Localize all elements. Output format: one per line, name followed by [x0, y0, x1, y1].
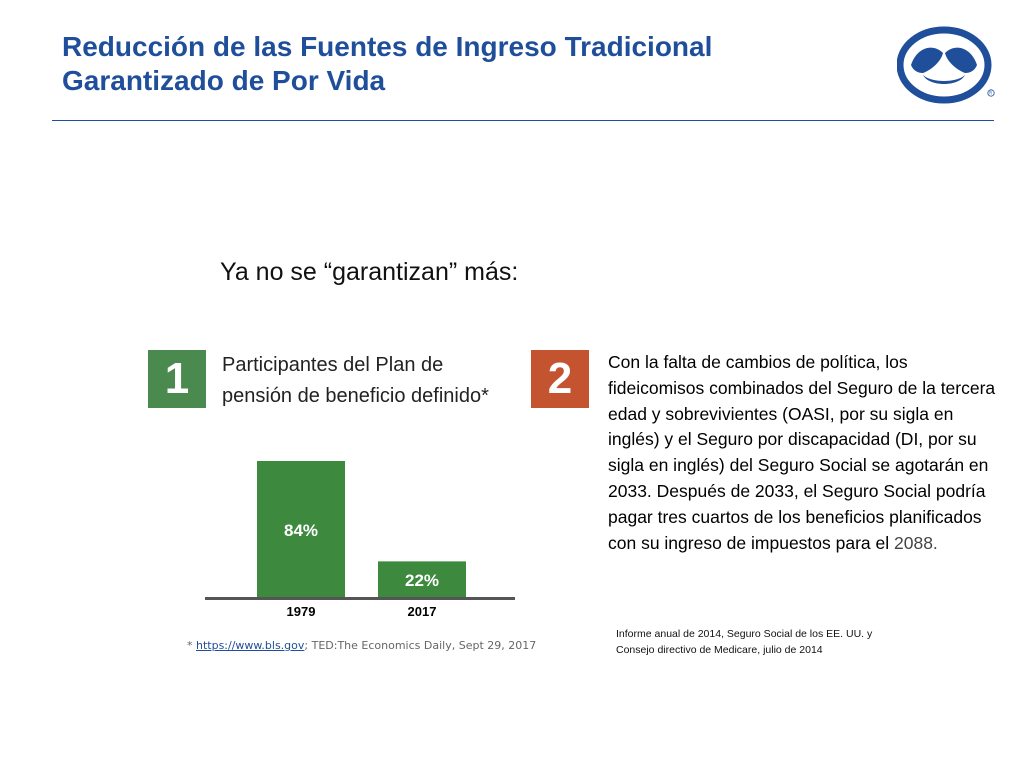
title-line-1: Reducción de las Fuentes de Ingreso Trad…: [62, 31, 713, 62]
x-tick-2017: 2017: [408, 604, 437, 619]
pension-participation-chart: 84% 1979 22% 2017: [205, 461, 515, 619]
source-note-1: * https://www.bls.gov; TED:The Economics…: [187, 639, 536, 652]
allstate-logo-icon: R: [897, 26, 995, 104]
x-tick-1979: 1979: [287, 604, 316, 619]
item-2-text: Con la falta de cambios de política, los…: [608, 350, 998, 556]
source-prefix: *: [187, 639, 196, 652]
item-2-body: Con la falta de cambios de política, los…: [608, 352, 996, 553]
title-line-2: Garantizado de Por Vida: [62, 65, 386, 96]
bls-link[interactable]: https://www.bls.gov: [196, 639, 305, 652]
source-rest: ; TED:The Economics Daily, Sept 29, 2017: [304, 639, 537, 652]
number-badge-2: 2: [531, 350, 589, 408]
item-1-text: Participantes del Plan de pensión de ben…: [222, 354, 489, 407]
data-label-2017: 22%: [405, 571, 439, 590]
item-2-highlight: 2088.: [894, 532, 938, 553]
source-2-line-2: Consejo directivo de Medicare, julio de …: [616, 644, 823, 656]
source-2-line-1: Informe anual de 2014, Seguro Social de …: [616, 628, 873, 640]
title-divider: [52, 120, 994, 121]
svg-text:R: R: [989, 91, 992, 96]
bar-2017: [378, 561, 466, 597]
slide-subtitle: Ya no se “garantizan” más:: [220, 258, 519, 286]
source-note-2: Informe anual de 2014, Seguro Social de …: [616, 626, 936, 658]
bar-1979: [257, 461, 345, 597]
number-badge-1: 1: [148, 350, 206, 408]
data-label-1979: 84%: [284, 521, 318, 540]
slide-title: Reducción de las Fuentes de Ingreso Trad…: [62, 30, 822, 98]
